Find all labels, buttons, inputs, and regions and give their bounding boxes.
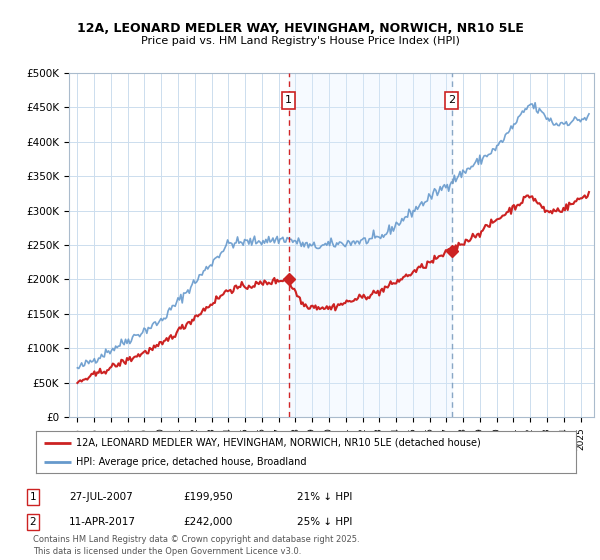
Bar: [289, 73, 452, 417]
Text: 27-JUL-2007: 27-JUL-2007: [69, 492, 133, 502]
Text: Price paid vs. HM Land Registry's House Price Index (HPI): Price paid vs. HM Land Registry's House …: [140, 36, 460, 46]
Text: 25% ↓ HPI: 25% ↓ HPI: [297, 517, 352, 527]
Text: 2: 2: [29, 517, 37, 527]
Text: £242,000: £242,000: [183, 517, 232, 527]
Text: 2: 2: [448, 95, 455, 105]
Text: £199,950: £199,950: [183, 492, 233, 502]
Text: 1: 1: [285, 95, 292, 105]
Text: 12A, LEONARD MEDLER WAY, HEVINGHAM, NORWICH, NR10 5LE (detached house): 12A, LEONARD MEDLER WAY, HEVINGHAM, NORW…: [77, 437, 481, 447]
Text: 1: 1: [29, 492, 37, 502]
Text: 21% ↓ HPI: 21% ↓ HPI: [297, 492, 352, 502]
Text: HPI: Average price, detached house, Broadland: HPI: Average price, detached house, Broa…: [77, 457, 307, 467]
Text: 12A, LEONARD MEDLER WAY, HEVINGHAM, NORWICH, NR10 5LE: 12A, LEONARD MEDLER WAY, HEVINGHAM, NORW…: [77, 22, 523, 35]
Text: Contains HM Land Registry data © Crown copyright and database right 2025.
This d: Contains HM Land Registry data © Crown c…: [33, 535, 359, 556]
Text: 11-APR-2017: 11-APR-2017: [69, 517, 136, 527]
